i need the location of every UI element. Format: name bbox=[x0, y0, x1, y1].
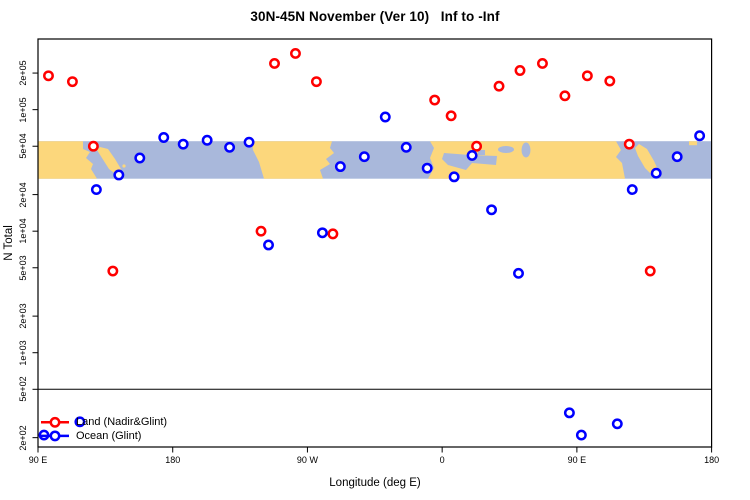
data-point-ocean bbox=[113, 169, 125, 181]
data-point-land bbox=[66, 76, 78, 88]
data-point-land bbox=[269, 57, 280, 69]
y-tick-label: 2e+02 bbox=[18, 425, 28, 451]
data-point-land bbox=[559, 90, 571, 102]
land-shape-island-dot bbox=[122, 164, 126, 168]
legend-label-ocean: Ocean (Glint) bbox=[76, 429, 142, 442]
data-point-ocean bbox=[513, 267, 524, 279]
data-point-land bbox=[537, 57, 548, 69]
sea-shape-mediterranean bbox=[442, 153, 497, 170]
data-point-land bbox=[327, 228, 339, 240]
data-point-land bbox=[623, 138, 635, 150]
legend-marker-land bbox=[49, 416, 61, 428]
data-point-ocean bbox=[379, 111, 391, 123]
data-point-ocean bbox=[486, 204, 498, 216]
data-point-land bbox=[604, 75, 616, 87]
data-point-ocean bbox=[263, 239, 274, 251]
legend-marker-ocean bbox=[49, 430, 61, 442]
y-tick-label: 5e+02 bbox=[18, 376, 28, 402]
data-point-ocean bbox=[563, 407, 575, 419]
data-point-land bbox=[644, 265, 656, 277]
y-tick-label: 2e+04 bbox=[18, 181, 28, 208]
data-point-ocean bbox=[158, 132, 170, 143]
data-point-land bbox=[255, 225, 267, 237]
chart-title: 30N-45N November (Ver 10) Inf to -Inf bbox=[250, 9, 500, 24]
data-point-land bbox=[107, 265, 119, 277]
data-point-ocean bbox=[400, 141, 412, 153]
data-point-land bbox=[310, 76, 322, 88]
data-point-land bbox=[471, 140, 483, 152]
data-point-land bbox=[581, 70, 593, 82]
data-point-land bbox=[43, 70, 54, 82]
data-point-ocean bbox=[448, 171, 460, 183]
data-point-ocean bbox=[243, 136, 255, 148]
latitude-map-band bbox=[38, 141, 712, 179]
data-point-ocean bbox=[650, 167, 662, 179]
data-point-ocean bbox=[90, 184, 102, 196]
data-point-land bbox=[445, 110, 457, 122]
data-point-ocean bbox=[224, 141, 236, 153]
legend-label-land: Land (Nadir&Glint) bbox=[76, 416, 168, 429]
land-shape-japan-west bbox=[97, 147, 121, 175]
x-tick-label: 180 bbox=[704, 455, 720, 465]
data-point-ocean bbox=[575, 429, 587, 441]
y-tick-label: 1e+03 bbox=[18, 340, 28, 366]
data-point-ocean bbox=[201, 134, 213, 146]
data-point-ocean bbox=[316, 227, 328, 239]
data-point-ocean bbox=[134, 152, 146, 164]
x-tick-label: 90 W bbox=[296, 455, 318, 465]
data-point-ocean bbox=[421, 162, 433, 174]
data-point-ocean bbox=[466, 149, 478, 161]
x-tick-label: 90 E bbox=[567, 455, 587, 465]
land-shape-asia-left bbox=[38, 141, 97, 179]
y-tick-label: 2e+05 bbox=[18, 60, 28, 86]
data-point-ocean bbox=[334, 161, 346, 173]
data-point-land bbox=[87, 140, 99, 152]
y-tick-label: 1e+04 bbox=[18, 218, 28, 244]
sea-shape-aegean bbox=[478, 150, 485, 155]
x-axis-label: Longitude (deg E) bbox=[329, 477, 421, 489]
land-shape-japan-east bbox=[635, 144, 659, 177]
y-tick-label: 2e+03 bbox=[18, 303, 28, 329]
y-axis-label: N Total bbox=[3, 225, 15, 261]
data-point-land bbox=[514, 65, 526, 76]
plot-border bbox=[37, 38, 713, 448]
y-tick-label: 1e+05 bbox=[18, 97, 28, 123]
x-tick-label: 90 E bbox=[28, 455, 48, 465]
sea-shape-black-sea bbox=[498, 146, 514, 153]
data-point-ocean bbox=[626, 184, 638, 196]
data-point-land bbox=[429, 94, 441, 106]
land-shape-north-america bbox=[252, 141, 334, 179]
x-tick-label: 0 bbox=[439, 455, 445, 465]
data-point-ocean bbox=[671, 151, 683, 163]
data-point-ocean bbox=[74, 416, 86, 428]
sea-shape-caspian bbox=[521, 142, 531, 158]
data-point-ocean bbox=[694, 130, 706, 142]
land-shape-speck bbox=[689, 141, 697, 146]
data-point-ocean bbox=[611, 418, 623, 430]
dynamic-plot-layer bbox=[32, 48, 713, 453]
x-tick-label: 180 bbox=[165, 455, 181, 465]
data-point-land bbox=[290, 48, 301, 59]
data-point-ocean bbox=[177, 138, 189, 150]
y-tick-label: 5e+04 bbox=[18, 133, 28, 159]
data-point-land bbox=[493, 80, 505, 92]
data-point-ocean bbox=[358, 151, 370, 163]
y-tick-label: 5e+03 bbox=[18, 255, 28, 281]
